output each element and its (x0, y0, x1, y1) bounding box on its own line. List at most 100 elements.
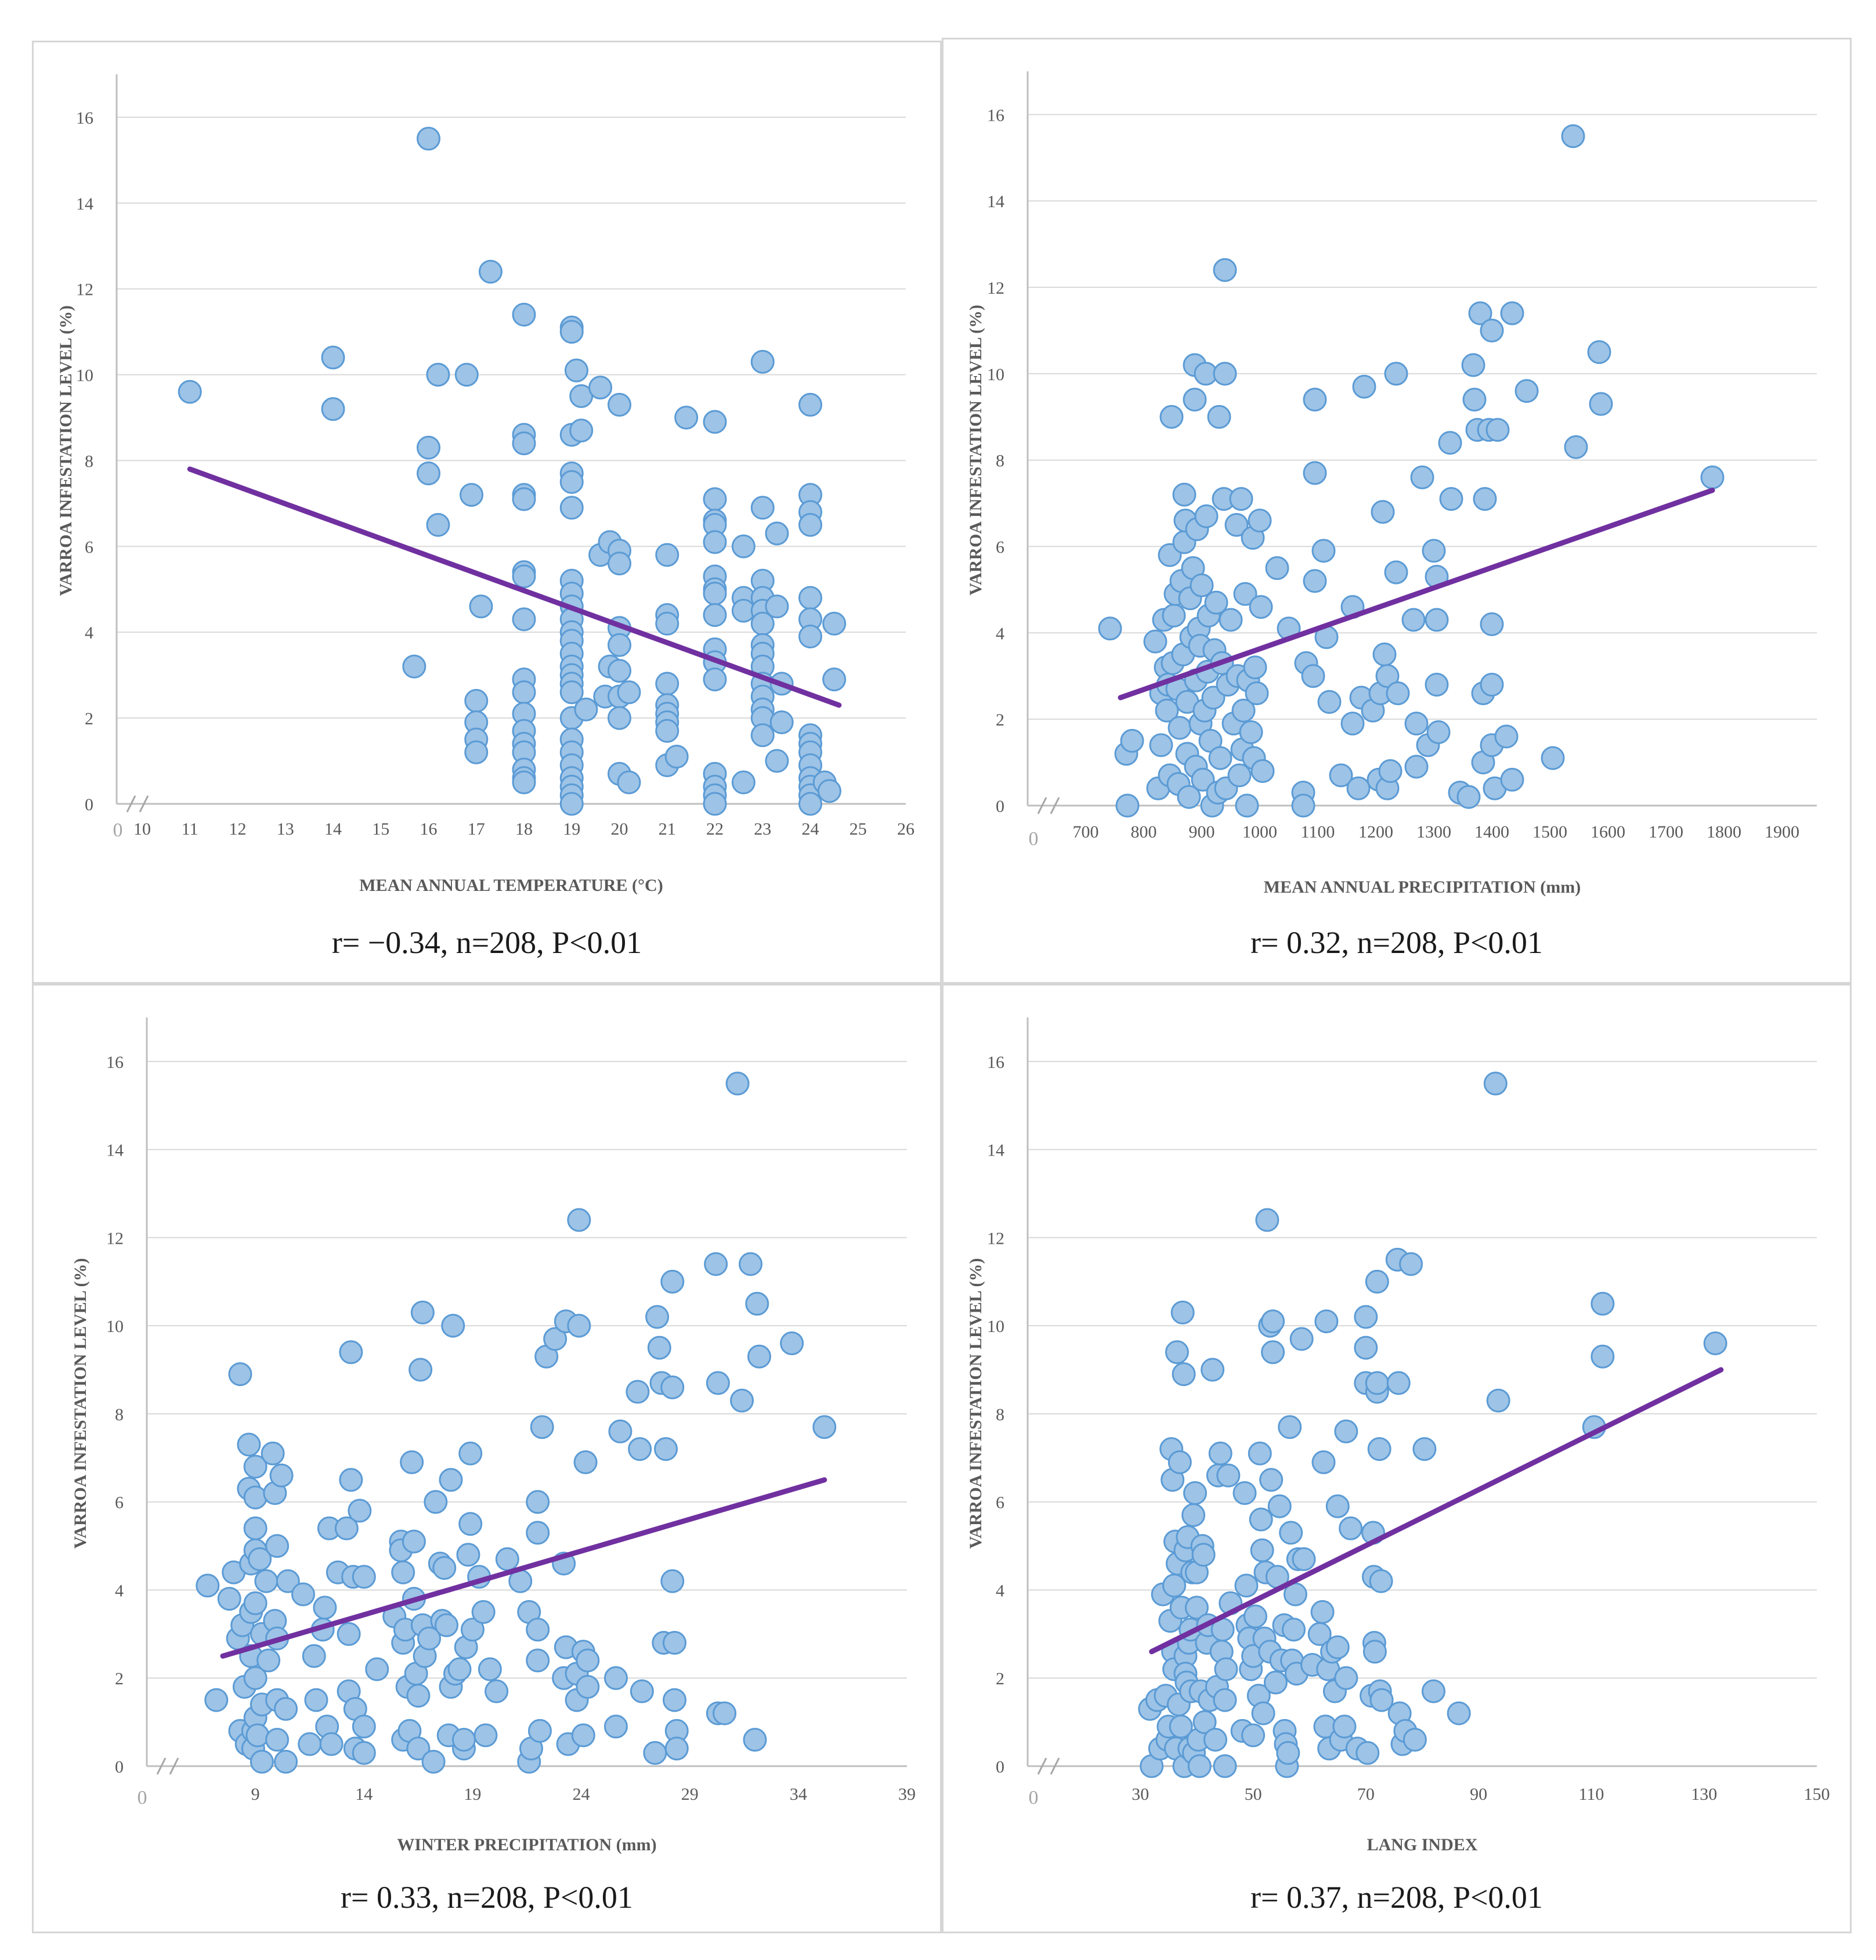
x-tick-label: 1300 (1416, 822, 1451, 842)
data-point (567, 1313, 591, 1338)
data-point (608, 392, 631, 417)
data-point (1399, 1252, 1423, 1276)
origin-label: 0 (1029, 1787, 1039, 1809)
data-point (1314, 1309, 1339, 1334)
data-point (1194, 504, 1219, 528)
data-point (1213, 1754, 1237, 1778)
x-axis-title: WINTER PRECIPITATION (mm) (397, 1835, 656, 1854)
data-point (1421, 1679, 1445, 1703)
x-tick-label: 18 (515, 820, 533, 839)
data-point (1278, 1415, 1302, 1439)
correlation-stat: r= 0.33, n=208, P<0.01 (341, 1880, 633, 1915)
data-point (400, 1450, 424, 1474)
data-point (339, 1340, 363, 1365)
data-point (1561, 124, 1585, 149)
data-point (464, 740, 489, 764)
data-point (421, 1749, 446, 1774)
y-tick-label: 16 (987, 106, 1004, 125)
data-point (1362, 1640, 1387, 1664)
data-point (456, 1543, 480, 1567)
data-point (765, 594, 789, 619)
data-point (352, 1714, 376, 1739)
data-point (1480, 318, 1504, 342)
data-point (1177, 785, 1201, 809)
data-point (313, 1596, 337, 1620)
scatter-chart-annual-precipitation: 0 2 4 6 8 10 12 14 16 0 700 800 900 1000 1100 1200 1300 1… (966, 71, 1817, 897)
y-tick-label: 14 (987, 1141, 1004, 1160)
data-point (530, 1415, 554, 1439)
data-point (1184, 1596, 1209, 1620)
data-point (1480, 673, 1504, 697)
data-point (1325, 1635, 1350, 1659)
data-point (1213, 258, 1237, 282)
data-point (1485, 418, 1510, 442)
data-point (798, 392, 822, 417)
data-point (1233, 582, 1257, 606)
data-point (739, 1252, 763, 1276)
data-point (1372, 642, 1397, 667)
data-point (703, 792, 727, 816)
data-point (1213, 1688, 1237, 1712)
x-tick-label: 1800 (1707, 822, 1741, 842)
origin-label: 0 (113, 820, 123, 841)
y-tick-label: 10 (987, 365, 1004, 384)
trendline (1118, 488, 1715, 701)
data-point (1375, 664, 1400, 688)
data-point (512, 680, 536, 705)
data-point (1500, 767, 1524, 792)
data-point (674, 406, 699, 430)
scatter-chart-lang-index: 0 2 4 6 8 10 12 14 16 0 30 50 70 90 110 130 150 LANG INDE… (966, 1017, 1830, 1854)
data-point (409, 1358, 433, 1382)
data-point (1334, 1666, 1358, 1690)
data-point (1213, 362, 1237, 386)
y-axis-title: VARROA INFESTATION LEVEL (%) (966, 1258, 985, 1549)
data-point (1468, 301, 1492, 326)
data-point (512, 564, 536, 589)
data-point (645, 1305, 670, 1329)
data-point (1291, 793, 1315, 818)
data-point (1208, 1441, 1232, 1466)
data-point (495, 1547, 519, 1571)
x-tick-label: 110 (1578, 1785, 1604, 1804)
data-point (441, 1313, 465, 1338)
data-point (655, 611, 679, 636)
x-tick-label: 34 (790, 1785, 807, 1804)
correlation-stat: r= 0.37, n=208, P<0.01 (1250, 1880, 1543, 1915)
data-point (798, 625, 822, 649)
y-tick-label: 8 (115, 1405, 124, 1424)
data-point (630, 1679, 654, 1703)
data-point (543, 1327, 568, 1351)
y-tick-label: 8 (996, 1405, 1004, 1424)
data-point (1149, 733, 1173, 757)
data-point (527, 1719, 552, 1743)
x-tick-label: 24 (573, 1785, 590, 1804)
data-point (1167, 716, 1192, 740)
data-point (663, 1688, 687, 1712)
data-point (765, 521, 789, 546)
data-point (747, 1344, 771, 1369)
y-tick-label: 14 (76, 194, 93, 214)
data-point (1224, 512, 1249, 537)
data-point (243, 1666, 268, 1690)
data-point (817, 779, 841, 803)
data-point (1703, 1331, 1727, 1356)
x-tick-label: 10 (133, 820, 151, 839)
data-point (1245, 681, 1269, 706)
data-point (245, 1723, 270, 1748)
x-tick-label: 1100 (1301, 822, 1335, 842)
data-point (243, 1485, 268, 1510)
origin-label: 0 (138, 1787, 147, 1809)
data-point (1204, 590, 1228, 615)
y-tick-label: 12 (987, 279, 1004, 298)
data-point (269, 1463, 294, 1488)
data-point (822, 667, 847, 692)
data-point (608, 633, 631, 657)
data-point (750, 496, 775, 520)
data-point (713, 1701, 737, 1726)
y-tick-label: 10 (106, 1317, 124, 1336)
x-tick-label: 24 (802, 820, 819, 839)
data-point (1587, 340, 1611, 364)
data-point (1235, 793, 1259, 818)
data-point (1192, 1710, 1217, 1734)
data-point (703, 410, 727, 434)
